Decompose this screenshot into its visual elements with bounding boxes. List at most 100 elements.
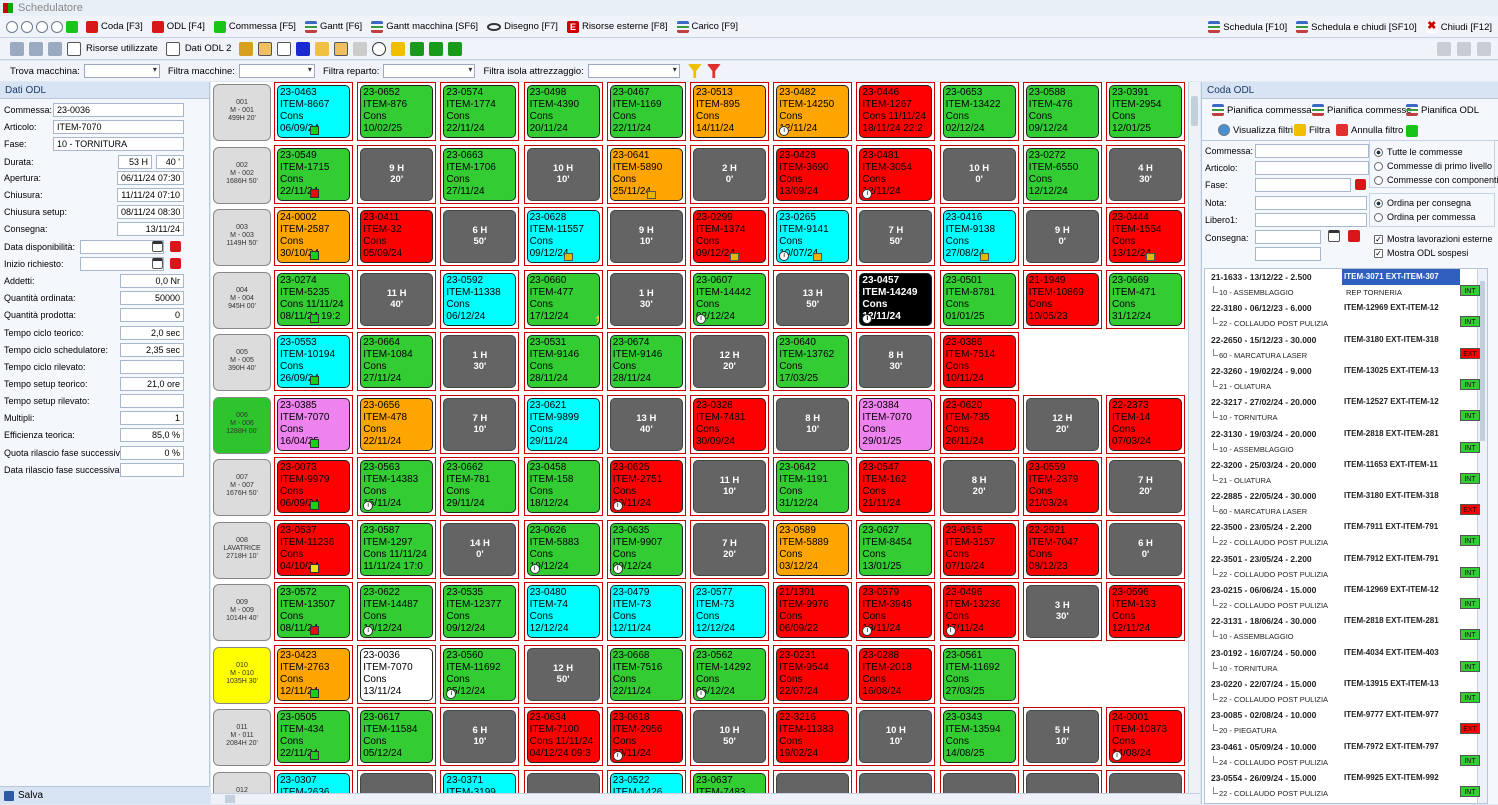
odl-tile[interactable]: 23-0549 ITEM-1715 Cons 22/11/24 <box>277 147 350 201</box>
pianifica-odl-button[interactable]: Pianifica ODL <box>1406 104 1479 116</box>
queue-item[interactable]: 22-3131 - 18/06/24 - 30.000 10 - ASSEMBLA… <box>1205 613 1487 644</box>
schedule-cell[interactable] <box>1106 644 1185 704</box>
info-icon[interactable]: i <box>696 688 706 699</box>
field-value[interactable] <box>80 257 164 271</box>
schedule-cell[interactable]: 23-0561 ITEM-11692 Cons 27/03/25 <box>939 644 1019 704</box>
schedule-cell[interactable]: 23-0664 ITEM-1084 Cons 27/11/24 <box>357 332 437 391</box>
idle-block[interactable] <box>776 772 850 793</box>
schedule-cell[interactable]: 23-0343 ITEM-13594 Cons 14/08/25 <box>939 707 1019 766</box>
info-icon[interactable]: i <box>363 626 374 636</box>
scroll-thumb[interactable] <box>1191 96 1198 126</box>
schedule-cell[interactable]: 10 H 10' <box>856 707 936 766</box>
schedula-button[interactable]: Schedula [F10] <box>1208 21 1287 33</box>
odl-tile[interactable]: 23-0626 ITEM-5883 Cons 10/12/24 i <box>526 522 600 576</box>
schedule-cell[interactable]: 23-0663 ITEM-1706 Cons 27/11/24 <box>440 144 520 204</box>
odl-tile[interactable]: 23-0607 ITEM-14442 Cons 02/12/24 i <box>693 272 766 326</box>
queue-item[interactable]: 22-2650 - 15/12/23 - 30.000 60 - MARCATUR… <box>1205 332 1487 363</box>
odl-tile[interactable]: 23-0668 ITEM-7516 Cons 22/11/24 <box>609 647 683 701</box>
blue-square-icon[interactable] <box>296 41 311 56</box>
calendar-icon[interactable] <box>152 258 163 269</box>
queue-item[interactable]: 23-0192 - 16/07/24 - 50.000 10 - TORNITUR… <box>1205 645 1487 676</box>
check-odl-sospesi[interactable]: ✓ Mostra ODL sospesi <box>1374 248 1469 258</box>
user-icon[interactable] <box>51 20 63 33</box>
info-icon[interactable]: i <box>862 626 873 636</box>
consegna-filter-input[interactable] <box>1255 230 1321 244</box>
schedule-cell[interactable]: 23-0589 ITEM-5889 Cons 03/12/24 <box>773 519 853 579</box>
filtra-isola-select[interactable] <box>587 64 680 78</box>
schedule-cell[interactable]: 23-0274 ITEM-5235 Cons 11/11/24 08/11/24 19… <box>274 269 353 329</box>
radio-primo-livello[interactable]: Commesse di primo livello <box>1374 161 1492 171</box>
field-value[interactable]: 1 <box>120 411 184 425</box>
info-icon[interactable]: i <box>1112 751 1122 761</box>
table-icon[interactable] <box>353 41 368 56</box>
schedule-cell[interactable]: 23-0480 ITEM-74 Cons 12/12/24 <box>523 582 603 641</box>
odl-tile[interactable]: 23-0467 ITEM-1169 Cons 22/11/24 <box>609 85 683 138</box>
schedule-cell[interactable]: 23-0386 ITEM-7514 Cons 10/11/24 <box>939 332 1019 391</box>
idle-block[interactable] <box>526 772 600 793</box>
folder-icon[interactable] <box>315 41 330 56</box>
field-value[interactable]: 23-0036 <box>53 103 184 117</box>
odl-tile[interactable]: 23-0664 ITEM-1084 Cons 27/11/24 <box>360 335 434 388</box>
odl-tile[interactable]: 23-0617 ITEM-11584 Cons 05/12/24 <box>360 710 434 763</box>
schedule-cell[interactable]: 23-0572 ITEM-13507 Cons 08/11/24 <box>274 582 353 641</box>
schedule-cell[interactable] <box>1106 769 1185 793</box>
schedule-cell[interactable]: 2 H 0' <box>690 144 769 204</box>
schedule-cell[interactable]: 23-0328 ITEM-7481 Cons 30/09/24 <box>690 394 769 454</box>
idle-block[interactable] <box>942 772 1016 793</box>
odl-tile[interactable]: 23-0423 ITEM-2763 Cons 12/11/24 <box>277 647 350 701</box>
idle-block[interactable]: 7 H 10' <box>443 397 517 451</box>
schedule-cell[interactable]: 8 H 30' <box>856 332 936 391</box>
odl-tile[interactable]: 23-0343 ITEM-13594 Cons 14/08/25 <box>942 710 1016 763</box>
idle-block[interactable]: 11 H 40' <box>360 272 434 326</box>
commessa-filter-input[interactable] <box>1255 144 1369 158</box>
odl-tile[interactable]: 23-0579 ITEM-3946 Cons 13/11/24 i <box>859 585 933 638</box>
odl-tile[interactable]: 23-0560 ITEM-11692 Cons 05/12/24 i <box>443 647 517 701</box>
field-value[interactable]: 13/11/24 <box>117 222 184 236</box>
idle-block[interactable]: 3 H 30' <box>1025 585 1099 638</box>
machine-header[interactable]: 006 M - 006 1288H 00' <box>213 396 271 454</box>
odl-tile[interactable]: 23-0457 ITEM-14249 Cons 12/11/24 i <box>859 272 933 326</box>
scroll-thumb-h[interactable] <box>225 795 235 803</box>
odl-tile[interactable]: 23-0622 ITEM-14487 Cons 10/12/24 i <box>360 585 434 638</box>
schedule-cell[interactable]: 23-0463 ITEM-8667 Cons 06/09/24 <box>274 82 353 141</box>
queue-item[interactable]: 22-2885 - 22/05/24 - 30.000 60 - MARCATUR… <box>1205 488 1487 519</box>
odl-tile[interactable]: 23-0627 ITEM-8454 Cons 13/01/25 <box>859 522 933 576</box>
schedule-cell[interactable]: 23-0444 ITEM-1554 Cons 13/12/24 <box>1106 207 1185 266</box>
odl-tile[interactable]: 23-0482 ITEM-14250 Cons 12/11/24 i <box>776 85 850 138</box>
schedule-cell[interactable]: 23-0416 ITEM-9138 Cons 27/08/24 <box>939 207 1019 266</box>
schedule-cell[interactable]: 1 H 30' <box>606 269 686 329</box>
schedule-cell[interactable]: 23-0642 ITEM-1191 Cons 31/12/24 <box>773 457 853 516</box>
machine-header[interactable]: 003 M - 003 1149H 50' <box>213 209 271 266</box>
schedule-cell[interactable]: 23-0621 ITEM-9899 Cons 29/11/24 <box>523 394 603 454</box>
machine-header[interactable]: 010 M - 010 1035H 30' <box>213 646 271 704</box>
idle-block[interactable]: 12 H 50' <box>526 647 600 701</box>
machine-header[interactable]: 004 M - 004 945H 00' <box>213 271 271 329</box>
field-value[interactable]: 0,0 Nr <box>120 274 184 288</box>
calendar-icon[interactable] <box>334 41 349 56</box>
odl-tile[interactable]: 23-0588 ITEM-476 Cons 09/12/24 <box>1025 85 1099 138</box>
schedule-cell[interactable] <box>523 769 603 793</box>
schedule-cell[interactable]: 23-0634 ITEM-7100 Cons 11/11/24 04/12/24 09… <box>523 707 603 766</box>
schedule-cell[interactable]: 22-2921 ITEM-7047 Cons 08/12/23 <box>1022 519 1102 579</box>
schedule-cell[interactable]: 11 H 10' <box>690 457 769 516</box>
schedule-cell[interactable] <box>1022 769 1102 793</box>
queue-scroll-thumb[interactable] <box>1480 281 1485 441</box>
odl-tile[interactable]: 23-0496 ITEM-13236 Cons 17/11/24 i <box>942 585 1016 638</box>
field-value[interactable]: 85,0 % <box>120 428 184 442</box>
filtra-button[interactable]: Filtra <box>1294 124 1330 136</box>
schedule-cell[interactable]: 23-0428 ITEM-3690 Cons 13/09/24 <box>773 144 853 204</box>
schedule-cell[interactable]: 4 H 30' <box>1106 144 1185 204</box>
odl-tile[interactable]: 24-0002 ITEM-2587 Cons 30/10/24 <box>277 210 350 263</box>
schedule-cell[interactable]: 23-0496 ITEM-13236 Cons 17/11/24 i <box>939 582 1019 641</box>
menu-gantt[interactable]: Gantt [F6] <box>304 20 362 33</box>
odl-tile[interactable]: 23-0265 ITEM-9141 Cons 10/07/24 i <box>776 210 850 263</box>
queue-item[interactable]: 22-3200 - 25/03/24 - 20.000 21 - OLIATURA… <box>1205 457 1487 488</box>
annulla-filtro-button[interactable]: Annulla filtro <box>1336 124 1403 136</box>
schedule-cell[interactable]: 7 H 20' <box>1106 457 1185 516</box>
info-icon[interactable]: i <box>529 563 540 574</box>
idle-block[interactable]: 8 H 20' <box>942 460 1016 513</box>
schedule-cell[interactable]: 23-0668 ITEM-7516 Cons 22/11/24 <box>606 644 686 704</box>
idle-block[interactable] <box>1109 772 1182 793</box>
odl-tile[interactable]: 23-0513 ITEM-895 Cons 14/11/24 <box>693 85 766 138</box>
menu-disegno[interactable]: Disegno [F7] <box>487 21 558 32</box>
